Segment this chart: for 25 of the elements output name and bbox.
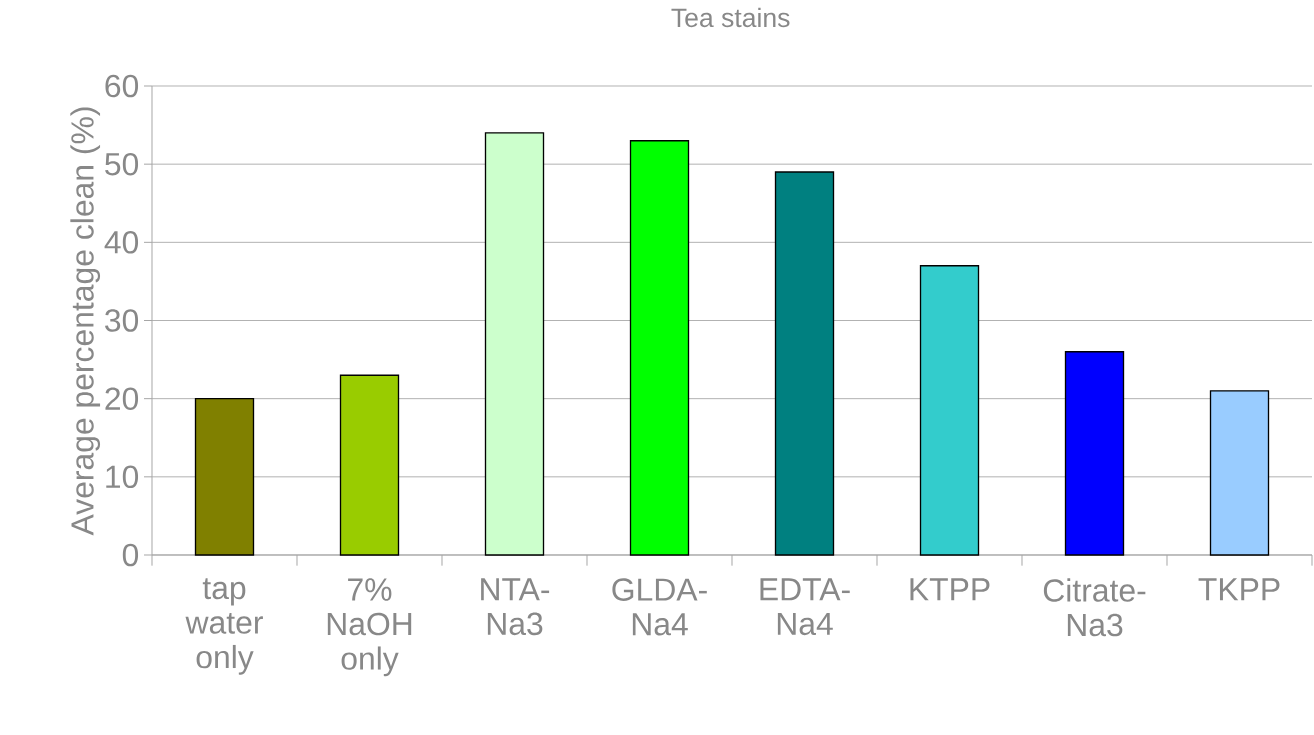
- bar: [1209, 390, 1270, 556]
- y-tick-label: 50: [105, 152, 139, 176]
- bar: [484, 132, 545, 556]
- bar: [774, 171, 835, 556]
- x-tick-label: tap water only: [185, 578, 263, 675]
- y-axis-title: Average percentage clean (%): [70, 107, 101, 536]
- y-tick-label: 30: [105, 309, 139, 332]
- y-tick-label: 60: [105, 74, 139, 98]
- x-tick-label: Citrate-Na3: [1043, 578, 1146, 637]
- bar: [194, 398, 255, 556]
- bar: [1064, 351, 1125, 556]
- x-tick-label: GLDA-Na4: [612, 578, 707, 636]
- y-tick-label: 20: [105, 387, 139, 410]
- x-tick-label: NTA-Na3: [481, 578, 550, 636]
- chart-title: Tea stains: [671, 7, 790, 28]
- bar: [629, 140, 690, 556]
- y-tick-label: 0: [122, 543, 139, 567]
- x-tick-label: TKPP: [1198, 578, 1280, 601]
- bar: [919, 265, 980, 556]
- bar: [339, 374, 400, 556]
- x-tick-label: 7% NaOH only: [327, 578, 412, 677]
- x-tick-label: KTPP: [910, 578, 990, 601]
- y-tick-label: 10: [106, 465, 139, 489]
- x-tick-label: EDTA-Na4: [760, 578, 850, 636]
- y-tick-label: 40: [104, 231, 139, 254]
